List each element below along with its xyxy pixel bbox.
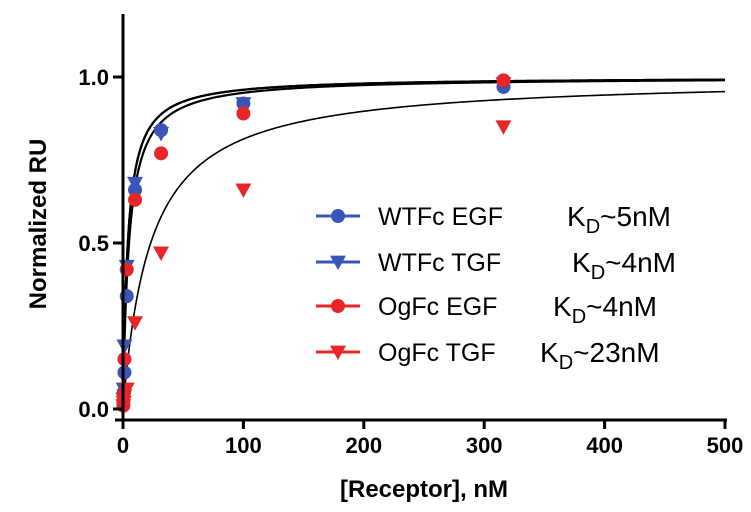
data-point — [236, 106, 251, 121]
kd-label: KD~23nM — [540, 337, 660, 374]
kd-label: KD~4nM — [572, 247, 676, 284]
legend-label: OgFc EGF — [378, 293, 497, 321]
data-point — [128, 192, 143, 207]
data-point — [495, 120, 512, 135]
x-tick-label: 200 — [345, 433, 382, 458]
data-point — [127, 176, 144, 192]
legend-label: OgFc TGF — [378, 339, 496, 367]
x-tick-label: 0 — [117, 433, 129, 458]
y-tick-label: 0.5 — [78, 231, 109, 256]
data-point — [153, 246, 170, 261]
x-axis-title: [Receptor], nM — [340, 476, 508, 503]
fit-curve — [122, 90, 726, 410]
ticks: 0 100 200 300 400 500 0.0 0.5 1.0 — [78, 65, 743, 458]
data-point — [127, 316, 144, 331]
y-tick-label: 0.0 — [78, 397, 109, 422]
legend-marker — [330, 345, 346, 360]
axes — [115, 14, 727, 422]
x-tick-label: 100 — [225, 433, 262, 458]
x-tick-label: 500 — [707, 433, 744, 458]
y-axis-title: Normalized RU — [25, 139, 52, 310]
fit-curve — [121, 78, 726, 409]
x-tick-label: 400 — [586, 433, 623, 458]
data-point — [496, 73, 511, 88]
data-point — [235, 183, 252, 198]
legend-label: WTFc TGF — [378, 249, 501, 277]
kd-label: KD~5nM — [567, 201, 671, 238]
y-tick-label: 1.0 — [78, 65, 109, 90]
data-point — [153, 127, 170, 142]
legend: WTFc EGF KD~5nM WTFc TGF KD~4nM OgFc EGF KD~4… — [316, 201, 676, 374]
data-point — [154, 146, 169, 161]
data-point — [235, 97, 252, 112]
legend-label: WTFc EGF — [378, 203, 503, 231]
kd-label: KD~4nM — [553, 291, 657, 328]
x-tick-label: 300 — [466, 433, 503, 458]
legend-marker — [331, 209, 345, 223]
legend-marker — [330, 255, 346, 270]
legend-marker — [331, 299, 345, 313]
